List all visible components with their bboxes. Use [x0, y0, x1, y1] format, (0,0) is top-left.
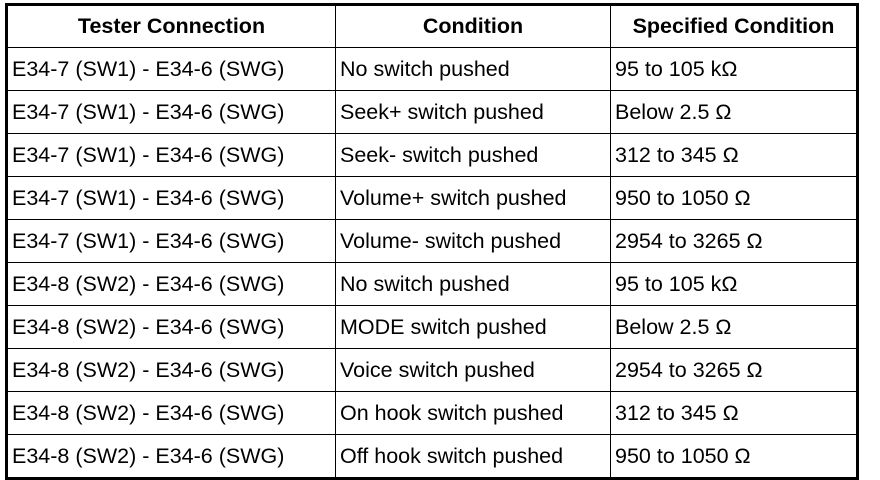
tester-connection-cell: E34-7 (SW1) - E34-6 (SWG) — [6, 133, 336, 177]
table-row: E34-7 (SW1) - E34-6 (SWG) Volume+ switch … — [6, 176, 858, 220]
specified-condition-cell: 312 to 345 Ω — [610, 391, 858, 435]
table-row: E34-8 (SW2) - E34-6 (SWG) On hook switch … — [6, 391, 858, 435]
header-row: Tester Connection Condition Specified Co… — [6, 4, 858, 48]
tester-connection-cell: E34-8 (SW2) - E34-6 (SWG) — [6, 391, 336, 435]
tester-connection-cell: E34-8 (SW2) - E34-6 (SWG) — [6, 348, 336, 392]
specified-condition-cell: 312 to 345 Ω — [610, 133, 858, 177]
table-row: E34-8 (SW2) - E34-6 (SWG) Off hook switch… — [6, 434, 858, 479]
condition-cell: On hook switch pushed — [335, 391, 611, 435]
header-condition: Condition — [335, 4, 611, 48]
condition-cell: MODE switch pushed — [335, 305, 611, 349]
specified-condition-cell: 950 to 1050 Ω — [610, 176, 858, 220]
tester-connection-cell: E34-7 (SW1) - E34-6 (SWG) — [6, 219, 336, 263]
table-row: E34-7 (SW1) - E34-6 (SWG) Volume- switch … — [6, 219, 858, 263]
table-row: E34-7 (SW1) - E34-6 (SWG) No switch pushe… — [6, 47, 858, 91]
specified-condition-cell: 95 to 105 kΩ — [610, 262, 858, 306]
table-row: E34-8 (SW2) - E34-6 (SWG) MODE switch pus… — [6, 305, 858, 349]
tester-connection-cell: E34-7 (SW1) - E34-6 (SWG) — [6, 90, 336, 134]
tester-connection-cell: E34-8 (SW2) - E34-6 (SWG) — [6, 434, 336, 479]
specified-condition-cell: Below 2.5 Ω — [610, 90, 858, 134]
specified-condition-cell: 950 to 1050 Ω — [610, 434, 858, 479]
condition-cell: Voice switch pushed — [335, 348, 611, 392]
condition-cell: Volume- switch pushed — [335, 219, 611, 263]
condition-cell: No switch pushed — [335, 47, 611, 91]
specified-condition-cell: 2954 to 3265 Ω — [610, 348, 858, 392]
specified-condition-cell: Below 2.5 Ω — [610, 305, 858, 349]
table-row: E34-7 (SW1) - E34-6 (SWG) Seek+ switch pu… — [6, 90, 858, 134]
tester-connection-cell: E34-7 (SW1) - E34-6 (SWG) — [6, 47, 336, 91]
specification-table: Tester Connection Condition Specified Co… — [5, 3, 859, 480]
table-row: E34-8 (SW2) - E34-6 (SWG) Voice switch pu… — [6, 348, 858, 392]
condition-cell: Seek- switch pushed — [335, 133, 611, 177]
table-row: E34-8 (SW2) - E34-6 (SWG) No switch pushe… — [6, 262, 858, 306]
tester-connection-cell: E34-7 (SW1) - E34-6 (SWG) — [6, 176, 336, 220]
header-tester-connection: Tester Connection — [6, 4, 336, 48]
condition-cell: Volume+ switch pushed — [335, 176, 611, 220]
tester-connection-cell: E34-8 (SW2) - E34-6 (SWG) — [6, 262, 336, 306]
table-row: E34-7 (SW1) - E34-6 (SWG) Seek- switch pu… — [6, 133, 858, 177]
condition-cell: No switch pushed — [335, 262, 611, 306]
condition-cell: Seek+ switch pushed — [335, 90, 611, 134]
specified-condition-cell: 95 to 105 kΩ — [610, 47, 858, 91]
tester-connection-cell: E34-8 (SW2) - E34-6 (SWG) — [6, 305, 336, 349]
header-specified-condition: Specified Condition — [610, 4, 858, 48]
condition-cell: Off hook switch pushed — [335, 434, 611, 479]
specified-condition-cell: 2954 to 3265 Ω — [610, 219, 858, 263]
